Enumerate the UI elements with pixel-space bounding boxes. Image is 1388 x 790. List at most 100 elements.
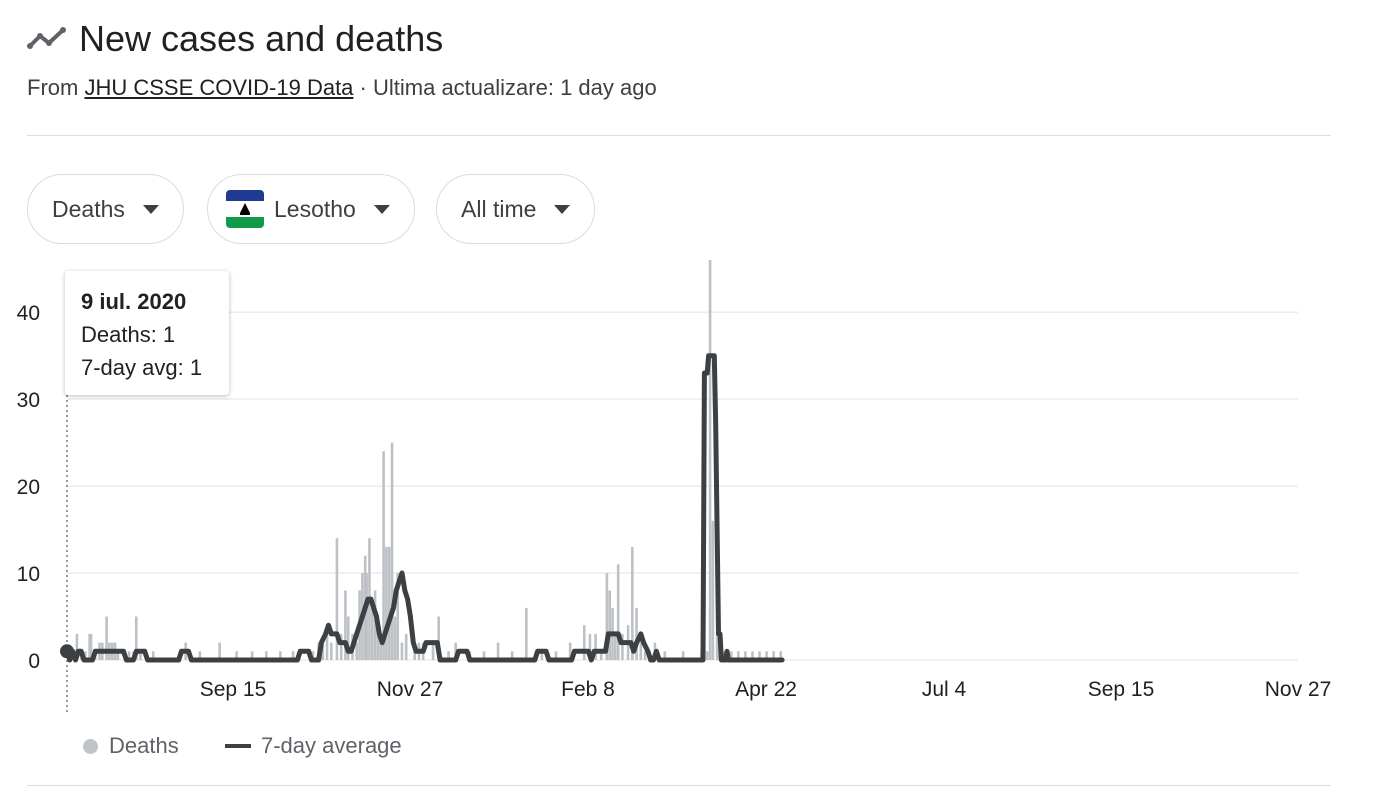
deaths-bar xyxy=(599,651,603,660)
deaths-bar xyxy=(510,651,514,660)
deaths-bar xyxy=(681,651,685,660)
deaths-bar xyxy=(631,546,634,660)
deaths-bar xyxy=(355,642,359,660)
y-tick-label: 0 xyxy=(28,650,40,673)
deaths-bar xyxy=(365,573,368,660)
deaths-bar xyxy=(279,651,282,660)
source-prefix: From xyxy=(27,75,79,100)
metric-label: Deaths xyxy=(52,195,125,222)
deaths-bar xyxy=(554,651,558,660)
deaths-bar xyxy=(711,520,715,660)
y-tick-label: 20 xyxy=(17,476,40,499)
deaths-bar xyxy=(594,633,597,660)
deaths-bar xyxy=(344,590,347,660)
deaths-bar xyxy=(370,607,374,660)
x-tick-label: Apr 22 xyxy=(735,678,797,701)
deaths-bar xyxy=(663,651,667,660)
deaths-bar xyxy=(715,633,719,660)
separator: · xyxy=(359,75,367,100)
deaths-bar xyxy=(482,651,486,660)
deaths-bar xyxy=(643,651,647,660)
hover-point xyxy=(60,644,74,659)
deaths-chart[interactable]: 0 10 20 30 40 Sep 15 Nov 27 Feb 8 Apr 22 Jul 4 Se… xyxy=(0,260,1388,720)
deaths-bar xyxy=(616,564,620,660)
metric-dropdown[interactable]: Deaths xyxy=(27,174,184,244)
country-label: Lesotho xyxy=(274,195,356,222)
chevron-down-icon xyxy=(142,204,159,214)
deaths-bar xyxy=(139,651,142,660)
deaths-bar xyxy=(772,651,775,660)
deaths-bar xyxy=(311,651,315,660)
deaths-bar xyxy=(737,651,740,660)
deaths-bar xyxy=(329,642,333,660)
legend-average-label: 7-day average xyxy=(261,733,402,758)
last-updated: Ultima actualizare: 1 day ago xyxy=(373,75,657,100)
range-dropdown[interactable]: All time xyxy=(436,174,596,244)
chevron-down-icon xyxy=(373,204,390,214)
deaths-bar xyxy=(198,651,202,660)
deaths-bar xyxy=(75,633,79,660)
deaths-bar xyxy=(376,633,380,660)
top-divider xyxy=(27,135,1331,136)
page-title: New cases and deaths xyxy=(79,18,444,59)
deaths-bar xyxy=(540,651,544,660)
tooltip-deaths: Deaths: 1 xyxy=(81,322,176,347)
x-tick-label: Sep 15 xyxy=(1088,678,1155,701)
x-tick-label: Sep 15 xyxy=(200,678,267,701)
deaths-bar xyxy=(758,651,761,660)
bottom-divider xyxy=(27,785,1331,786)
deaths-bar xyxy=(705,651,709,660)
legend-average: 7-day average xyxy=(225,733,402,759)
deaths-bar xyxy=(393,616,397,660)
deaths-bar xyxy=(744,651,747,660)
deaths-bar xyxy=(568,642,572,660)
deaths-bar xyxy=(404,633,408,660)
y-tick-label: 40 xyxy=(17,302,40,325)
deaths-bar xyxy=(447,651,450,660)
deaths-bar xyxy=(454,642,457,660)
deaths-bar xyxy=(382,451,385,660)
deaths-bar xyxy=(84,651,87,660)
deaths-bar xyxy=(235,651,238,660)
deaths-bar xyxy=(116,651,120,660)
deaths-bar xyxy=(321,642,325,660)
seven-day-average-line xyxy=(64,353,785,663)
legend-deaths: Deaths xyxy=(83,733,179,759)
deaths-bar xyxy=(635,607,638,660)
deaths-bar xyxy=(105,616,108,660)
deaths-bar xyxy=(335,538,339,660)
deaths-bar xyxy=(127,651,131,660)
deaths-bar xyxy=(708,260,712,660)
tooltip-date: 9 iul. 2020 xyxy=(81,289,187,314)
deaths-bar xyxy=(264,651,268,660)
deaths-bar xyxy=(582,625,586,660)
deaths-bar xyxy=(373,590,377,660)
trending-line-icon xyxy=(27,27,66,49)
y-tick-label: 10 xyxy=(17,563,40,586)
legend-average-swatch xyxy=(225,744,251,748)
deaths-bar xyxy=(387,546,391,660)
deaths-bar xyxy=(431,642,435,660)
deaths-bar xyxy=(88,633,91,660)
source-link[interactable]: JHU CSSE COVID-19 Data xyxy=(84,75,354,100)
deaths-bar xyxy=(437,616,441,660)
deaths-bar xyxy=(379,633,383,660)
deaths-bar xyxy=(588,633,592,660)
tooltip-average: 7-day avg: 1 xyxy=(81,355,203,380)
chart-tooltip: 9 iul. 2020 Deaths: 1 7-day avg: 1 xyxy=(65,271,229,395)
deaths-bar xyxy=(614,633,617,660)
deaths-bar xyxy=(390,442,394,660)
source-line: From JHU CSSE COVID-19 Data · Ultima act… xyxy=(27,73,657,103)
deaths-bar xyxy=(400,642,404,660)
x-tick-label: Feb 8 xyxy=(561,678,615,701)
y-tick-label: 30 xyxy=(17,389,40,412)
deaths-bar xyxy=(779,651,783,660)
legend-deaths-label: Deaths xyxy=(109,733,179,758)
deaths-bar xyxy=(605,573,609,660)
deaths-bar xyxy=(339,633,343,660)
deaths-bar xyxy=(396,573,400,660)
deaths-bar xyxy=(250,651,254,660)
deaths-bar xyxy=(765,651,768,660)
x-tick-label: Jul 4 xyxy=(922,678,967,701)
country-dropdown[interactable]: Lesotho xyxy=(207,174,415,244)
